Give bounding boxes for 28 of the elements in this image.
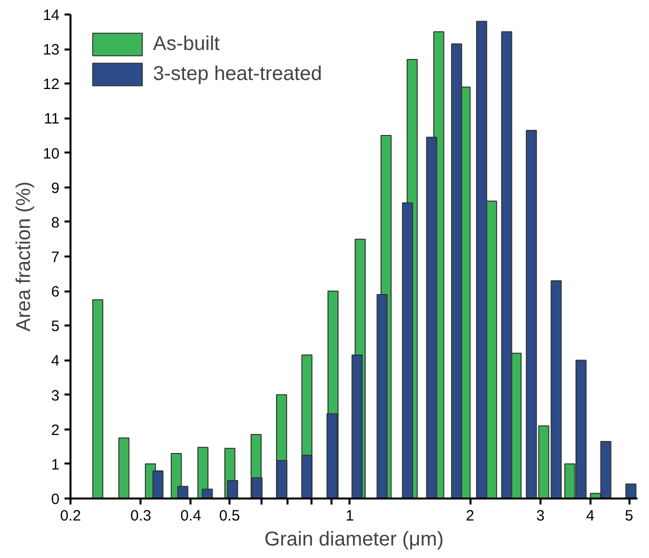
x-tick-label: 3 xyxy=(536,508,545,524)
y-tick-label: 12 xyxy=(42,76,60,94)
x-tick-label: 0.5 xyxy=(219,508,240,524)
x-tick-label: 0.2 xyxy=(60,508,81,524)
x-tick-label: 5 xyxy=(624,508,634,524)
y-tick-label: 9 xyxy=(51,180,60,197)
x-tick-label: 2 xyxy=(466,508,474,524)
x-tick-label: 0.4 xyxy=(180,508,202,524)
y-tick-label: 8 xyxy=(51,214,60,232)
x-tick-label: 1 xyxy=(346,508,354,524)
y-tick-label: 6 xyxy=(51,284,60,301)
y-tick-label: 3 xyxy=(51,387,60,404)
y-tick-label: 5 xyxy=(51,318,60,336)
legend-label: 3-step heat-treated xyxy=(153,62,322,86)
y-tick-label: 1 xyxy=(51,456,60,474)
y-tick-label: 10 xyxy=(42,145,60,162)
y-tick-label: 2 xyxy=(51,422,60,439)
y-axis-title: Area fraction (%) xyxy=(12,181,35,332)
y-tick-label: 0 xyxy=(51,491,60,508)
y-tick-label: 13 xyxy=(42,42,60,59)
x-tick-label: 4 xyxy=(586,508,594,524)
x-tick-label: 0.3 xyxy=(130,508,152,524)
y-tick-label: 11 xyxy=(44,110,60,128)
legend-label: As-built xyxy=(153,32,220,56)
x-axis-title: Grain diameter (μm) xyxy=(264,528,444,550)
y-tick-label: 4 xyxy=(51,352,60,370)
y-tick-label: 14 xyxy=(42,7,60,24)
y-tick-label: 7 xyxy=(51,249,60,266)
